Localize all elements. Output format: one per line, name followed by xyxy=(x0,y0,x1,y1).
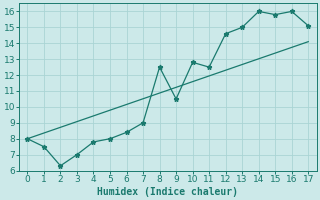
X-axis label: Humidex (Indice chaleur): Humidex (Indice chaleur) xyxy=(97,186,238,197)
